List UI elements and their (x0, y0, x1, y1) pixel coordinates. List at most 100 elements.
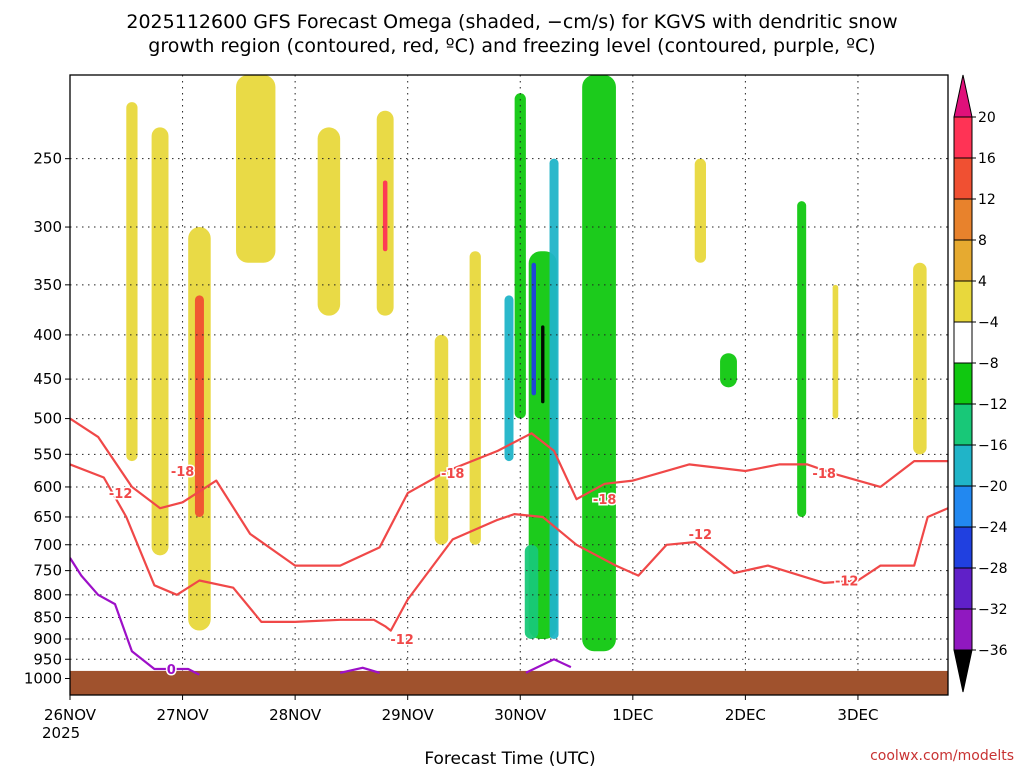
omega-region-13 (504, 295, 514, 462)
omega-region-7 (382, 180, 388, 252)
contour-label-8: 0 (167, 663, 176, 678)
colorbar-label-5: −4 (978, 315, 999, 331)
x-tick-label-5: 1DEC (612, 706, 653, 724)
colorbar-segment-4 (953, 280, 973, 323)
freezing-level-contour-b (339, 666, 380, 674)
colorbar-label-3: 8 (978, 233, 987, 249)
omega-region-20 (797, 201, 807, 517)
colorbar-segment-8 (953, 444, 973, 487)
contour-label-5: -12 (689, 528, 713, 543)
y-tick-label-3: 400 (33, 326, 62, 344)
x-axis-label: Forecast Time (UTC) (424, 749, 595, 768)
omega-region-15 (531, 262, 537, 396)
y-tick-label-5: 500 (33, 410, 62, 428)
colorbar-label-11: −28 (978, 561, 1008, 577)
omega-region-4 (236, 75, 276, 263)
x-tick-label-2: 28NOV (269, 706, 322, 724)
colorbar-label-6: −8 (978, 356, 999, 372)
x-axis: 26NOV 27NOV 28NOV 29NOV 30NOV 1DEC 2DEC 3DEC (44, 695, 878, 724)
x-tick-label-6: 2DEC (725, 706, 766, 724)
y-tick-label-6: 550 (33, 445, 62, 463)
colorbar-label-12: −32 (978, 602, 1008, 618)
colorbar-top-arrow (953, 74, 973, 118)
colorbar-label-10: −24 (978, 520, 1008, 536)
omega-region-1 (151, 127, 169, 556)
colorbar-label-13: −36 (978, 643, 1008, 659)
dgz-contour-0 (70, 463, 948, 632)
colorbar-segment-2 (953, 198, 973, 241)
omega-region-18 (694, 158, 706, 263)
y-tick-label-11: 800 (33, 586, 62, 604)
omega-region-3 (194, 295, 204, 517)
omega-region-10 (582, 75, 616, 652)
colorbar-label-0: 20 (978, 110, 996, 126)
colorbar-label-7: −12 (978, 397, 1008, 413)
colorbar-bottom-arrow (953, 649, 973, 693)
x-tick-label-3: 29NOV (382, 706, 435, 724)
y-tick-label-9: 700 (33, 536, 62, 554)
omega-region-16 (541, 325, 545, 404)
colorbar-segment-3 (953, 239, 973, 282)
omega-region-9 (469, 251, 481, 545)
y-tick-label-0: 250 (33, 150, 62, 168)
dgz-contour-1 (70, 417, 948, 567)
contour-label-1: -18 (171, 465, 195, 480)
y-tick-label-14: 950 (33, 650, 62, 668)
y-tick-label-8: 650 (33, 508, 62, 526)
y-tick-label-13: 900 (33, 630, 62, 648)
colorbar-segment-1 (953, 157, 973, 200)
credit-text: coolwx.com/modelts (870, 748, 1014, 764)
y-tick-label-1: 300 (33, 218, 62, 236)
x-tick-label-0: 26NOV (44, 706, 97, 724)
y-axis: 250 300 350 400 450 500 550 600 650 700 750 800 850 9… (24, 150, 70, 687)
omega-region-19 (720, 353, 737, 388)
x-tick-label-7: 3DEC (837, 706, 878, 724)
colorbar-segment-7 (953, 403, 973, 446)
omega-region-8 (434, 334, 449, 545)
colorbar-segment-12 (953, 608, 973, 651)
omega-region-14 (549, 158, 559, 639)
colorbar-label-1: 16 (978, 151, 996, 167)
colorbar-label-9: −20 (978, 479, 1008, 495)
omega-region-5 (317, 127, 341, 316)
colorbar-segment-9 (953, 485, 973, 528)
colorbar-segment-6 (953, 362, 973, 405)
ground-surface (70, 670, 948, 695)
omega-region-21 (832, 284, 839, 419)
chart-title-line1: 2025112600 GFS Forecast Omega (shaded, −… (126, 11, 897, 33)
colorbar: 20 16 12 8 4 −4 −8 −12 −16 −20 −24 −28 −32 −36 (953, 74, 1008, 693)
colorbar-label-2: 12 (978, 192, 996, 208)
freezing-level-contour (70, 557, 200, 676)
x-tick-label-1: 27NOV (157, 706, 210, 724)
y-tick-label-2: 350 (33, 276, 62, 294)
y-tick-label-10: 750 (33, 562, 62, 580)
y-tick-label-4: 450 (33, 370, 62, 388)
y-tick-label-15: 1000 (24, 669, 62, 687)
freezing-level-contour-c (525, 658, 572, 674)
x-start-year: 2025 (42, 724, 80, 742)
colorbar-label-4: 4 (978, 274, 987, 290)
colorbar-segment-0 (953, 116, 973, 159)
contour-label-3: -18 (593, 493, 617, 508)
colorbar-label-8: −16 (978, 438, 1008, 454)
y-tick-label-7: 600 (33, 478, 62, 496)
plot-area: -12 -18 -18 -18 -12 -12 -12 -18 0 (69, 74, 949, 696)
x-tick-label-4: 30NOV (494, 706, 547, 724)
omega-region-22 (913, 262, 927, 455)
chart-title-line2: growth region (contoured, red, ºC) and f… (148, 35, 875, 57)
omega-shading (126, 75, 927, 652)
colorbar-segment-5 (953, 321, 973, 364)
colorbar-segment-11 (953, 567, 973, 610)
contour-label-7: -18 (812, 467, 836, 482)
contour-label-4: -12 (390, 633, 414, 648)
contour-label-2: -18 (441, 467, 465, 482)
colorbar-segment-10 (953, 526, 973, 569)
omega-region-17 (524, 544, 539, 639)
contour-label-6: -12 (835, 574, 859, 589)
omega-region-0 (126, 102, 138, 462)
y-tick-label-12: 850 (33, 609, 62, 627)
plot-frame (69, 74, 949, 696)
contour-label-0: -12 (109, 487, 133, 502)
contours: -12 -18 -18 -18 -12 -12 -12 -18 0 (70, 417, 948, 680)
